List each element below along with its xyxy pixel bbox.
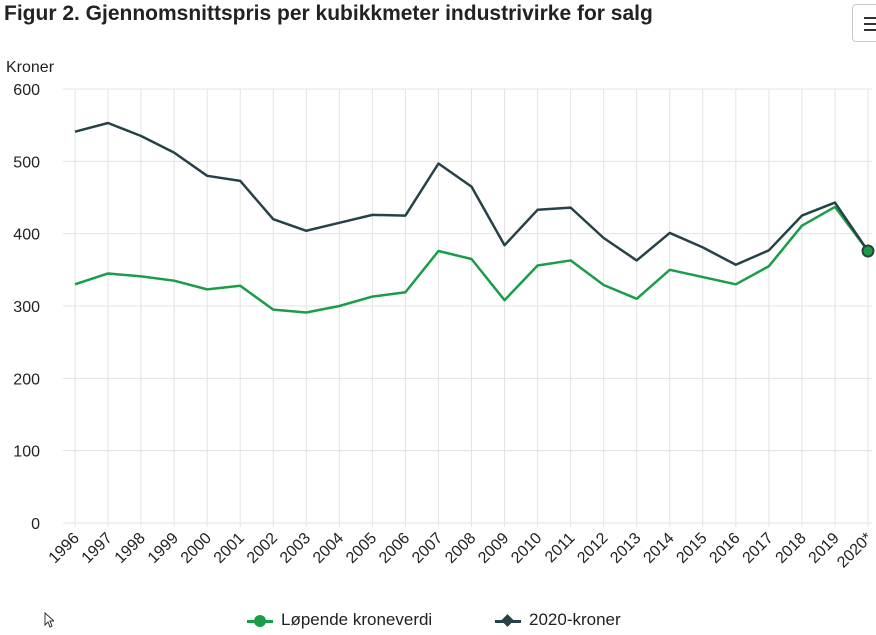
hamburger-menu-icon[interactable] bbox=[852, 4, 876, 42]
line-chart: 0 100 200 300 400 500 600 19961997199819992000… bbox=[13, 82, 876, 572]
x-tick-label: 2008 bbox=[442, 530, 479, 567]
chart-title: Figur 2. Gjennomsnittspris per kubikkmet… bbox=[4, 2, 653, 25]
x-tick-label: 1997 bbox=[79, 530, 116, 567]
y-tick-label: 600 bbox=[13, 82, 40, 99]
x-tick-label: 2007 bbox=[409, 530, 446, 567]
legend-diamond-icon bbox=[495, 613, 521, 628]
x-tick-label: 2000 bbox=[178, 530, 215, 567]
x-tick-label: 2009 bbox=[475, 530, 512, 567]
y-tick-labels: 0 100 200 300 400 500 600 bbox=[13, 82, 40, 533]
x-tick-label: 2014 bbox=[640, 530, 677, 567]
x-tick-label: 2012 bbox=[574, 530, 611, 567]
y-tick-label: 200 bbox=[13, 371, 40, 388]
x-tick-label: 2018 bbox=[773, 530, 810, 567]
y-tick-label: 100 bbox=[13, 444, 40, 461]
x-tick-labels: 1996199719981999200020012002200320042005… bbox=[46, 530, 876, 572]
x-tick-label: 2005 bbox=[343, 530, 380, 567]
series-lines bbox=[74, 121, 875, 314]
x-tick-label: 2002 bbox=[244, 530, 281, 567]
x-tick-label: 1996 bbox=[46, 530, 83, 567]
mouse-cursor-icon bbox=[44, 612, 54, 628]
y-axis-label: Kroner bbox=[6, 59, 55, 76]
x-tick-label: 2015 bbox=[673, 530, 710, 567]
x-tick-label: 2010 bbox=[508, 530, 545, 567]
x-tick-label: 2016 bbox=[706, 530, 743, 567]
y-tick-label: 300 bbox=[13, 299, 40, 316]
legend-circle-icon bbox=[247, 614, 273, 628]
x-tick-label: 2006 bbox=[376, 530, 413, 567]
x-tick-label: 2020* bbox=[834, 530, 876, 572]
last-point-marker[interactable] bbox=[861, 244, 875, 258]
legend-label: 2020-kroner bbox=[529, 610, 621, 629]
x-tick-label: 1998 bbox=[112, 530, 149, 567]
legend-label: Løpende kroneverdi bbox=[281, 610, 433, 629]
x-tick-label: 2011 bbox=[542, 530, 578, 566]
series-line-1[interactable] bbox=[74, 205, 870, 314]
x-tick-label: 2001 bbox=[211, 530, 248, 567]
x-tick-label: 2013 bbox=[607, 530, 644, 567]
y-tick-label: 500 bbox=[13, 154, 40, 171]
grid bbox=[63, 88, 872, 527]
legend-item-series-1[interactable]: Løpende kroneverdi bbox=[247, 610, 432, 630]
y-tick-label: 0 bbox=[31, 516, 40, 533]
series-line-2[interactable] bbox=[74, 121, 870, 267]
x-tick-label: 1999 bbox=[145, 530, 182, 567]
x-tick-label: 2004 bbox=[310, 530, 347, 567]
legend-item-series-2[interactable]: 2020-kroner bbox=[495, 610, 621, 630]
y-tick-label: 400 bbox=[13, 227, 40, 244]
x-tick-label: 2003 bbox=[277, 530, 314, 567]
x-tick-label: 2017 bbox=[740, 530, 777, 567]
